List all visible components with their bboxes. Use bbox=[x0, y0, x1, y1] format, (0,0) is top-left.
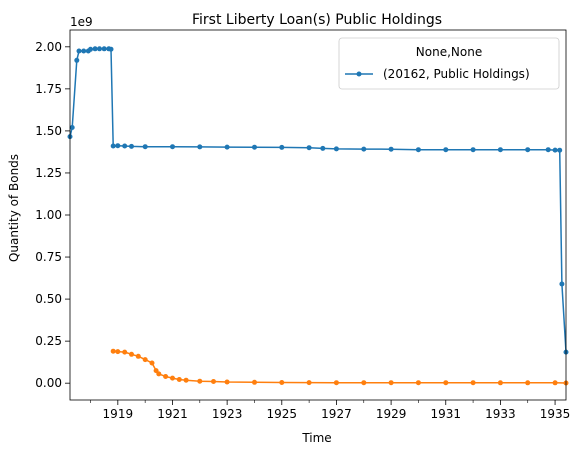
series-1-point-18 bbox=[306, 380, 312, 386]
legend: None,None (20162, Public Holdings) bbox=[338, 37, 560, 90]
x-tick-label: 1927 bbox=[321, 407, 352, 421]
series-1-point-7 bbox=[153, 368, 159, 374]
chart-title: First Liberty Loan(s) Public Holdings bbox=[192, 12, 442, 28]
series-1-point-13 bbox=[197, 378, 203, 384]
x-tick-label: 1931 bbox=[430, 407, 461, 421]
series-1-point-4 bbox=[135, 353, 141, 359]
series-0-point-13 bbox=[115, 143, 121, 149]
series-0-point-28 bbox=[443, 147, 449, 153]
series-1-point-12 bbox=[183, 377, 189, 383]
legend-swatch-marker bbox=[356, 71, 362, 77]
series-0-point-24 bbox=[333, 146, 339, 152]
series-0-point-6 bbox=[88, 46, 93, 52]
series-0-point-19 bbox=[224, 144, 230, 150]
series-0-point-26 bbox=[388, 146, 394, 152]
y-tick-label: 0.25 bbox=[35, 334, 62, 348]
y-axis-ticks: 0.00 0.25 0.50 0.75 1.00 1.25 1.50 1.75 2.00 bbox=[35, 40, 70, 390]
series-1-point-27 bbox=[552, 380, 558, 386]
series-0-point-22 bbox=[306, 145, 312, 151]
series-1-point-25 bbox=[497, 380, 503, 386]
series-1-point-11 bbox=[176, 377, 182, 382]
y-tick-label: 2.00 bbox=[35, 40, 62, 54]
series-0-point-16 bbox=[142, 144, 148, 150]
series-0-point-33 bbox=[552, 147, 558, 153]
series-1-point-21 bbox=[388, 380, 394, 386]
series-0-point-3 bbox=[76, 48, 82, 54]
series-0-point-2 bbox=[74, 57, 80, 63]
y-tick-label: 1.00 bbox=[35, 208, 62, 222]
series-1-point-20 bbox=[361, 380, 367, 386]
x-tick-label: 1933 bbox=[485, 407, 516, 421]
series-0-point-29 bbox=[470, 147, 476, 153]
series-1-point-3 bbox=[129, 351, 134, 357]
series-0-point-11 bbox=[108, 46, 114, 52]
y-tick-label: 1.50 bbox=[35, 124, 62, 138]
series-layer bbox=[67, 46, 569, 386]
series-1-point-0 bbox=[110, 348, 116, 354]
series-1-point-14 bbox=[211, 379, 216, 384]
plot-frame bbox=[69, 29, 567, 401]
series-0-point-25 bbox=[361, 146, 367, 152]
series-0-point-17 bbox=[170, 144, 175, 150]
series-1-point-9 bbox=[163, 374, 169, 379]
series-0-point-30 bbox=[497, 147, 503, 153]
series-1-point-1 bbox=[115, 349, 121, 355]
series-1-point-15 bbox=[224, 379, 230, 385]
series-0-point-1 bbox=[69, 125, 75, 130]
series-0-point-23 bbox=[320, 145, 326, 151]
series-1-point-16 bbox=[252, 379, 257, 385]
series-1-point-19 bbox=[333, 380, 339, 386]
series-1-point-17 bbox=[279, 380, 285, 385]
y-tick-label: 1.75 bbox=[35, 82, 62, 96]
x-tick-label: 1919 bbox=[103, 407, 134, 421]
x-tick-label: 1921 bbox=[157, 407, 188, 421]
series-0-point-8 bbox=[97, 46, 102, 52]
series-0-point-4 bbox=[81, 48, 87, 54]
y-tick-label: 1.25 bbox=[35, 166, 62, 180]
y-axis-label: Quantity of Bonds bbox=[7, 154, 21, 262]
series-0-point-31 bbox=[525, 147, 531, 153]
series-1-point-22 bbox=[415, 380, 421, 386]
series-1-point-23 bbox=[443, 380, 449, 386]
series-1-point-8 bbox=[156, 371, 162, 377]
series-0-point-27 bbox=[415, 147, 421, 153]
series-1-point-24 bbox=[470, 380, 476, 386]
series-0-point-32 bbox=[545, 147, 551, 153]
legend-entry-label: (20162, Public Holdings) bbox=[383, 67, 530, 81]
y-scale-label: 1e9 bbox=[70, 15, 93, 29]
series-1-point-5 bbox=[142, 357, 148, 363]
series-1-point-10 bbox=[170, 375, 175, 381]
x-tick-label: 1935 bbox=[540, 407, 571, 421]
series-0-line bbox=[69, 48, 567, 353]
legend-box bbox=[338, 37, 560, 90]
series-0-point-21 bbox=[279, 144, 285, 150]
x-axis-label: Time bbox=[301, 431, 331, 445]
y-tick-label: 0.50 bbox=[35, 292, 62, 306]
series-0-point-34 bbox=[557, 147, 563, 153]
series-1-point-6 bbox=[149, 360, 155, 366]
series-0-point-14 bbox=[122, 143, 128, 149]
series-0-point-18 bbox=[197, 144, 203, 150]
x-axis-ticks: 1919 1921 1923 1925 1927 1929 1931 1933 1935 bbox=[90, 400, 570, 421]
y-tick-label: 0.00 bbox=[35, 376, 62, 390]
series-1-point-26 bbox=[525, 380, 531, 386]
y-tick-label: 0.75 bbox=[35, 250, 62, 264]
legend-title: None,None bbox=[416, 45, 482, 59]
series-0-point-9 bbox=[101, 46, 107, 52]
x-tick-label: 1925 bbox=[267, 407, 298, 421]
series-0-point-12 bbox=[110, 143, 116, 149]
series-0-point-15 bbox=[129, 143, 134, 149]
x-tick-label: 1923 bbox=[212, 407, 243, 421]
series-0-point-35 bbox=[559, 281, 565, 287]
series-0-point-7 bbox=[92, 46, 98, 52]
x-tick-label: 1929 bbox=[376, 407, 407, 421]
series-1-point-2 bbox=[122, 349, 128, 355]
series-0-point-20 bbox=[252, 144, 257, 150]
